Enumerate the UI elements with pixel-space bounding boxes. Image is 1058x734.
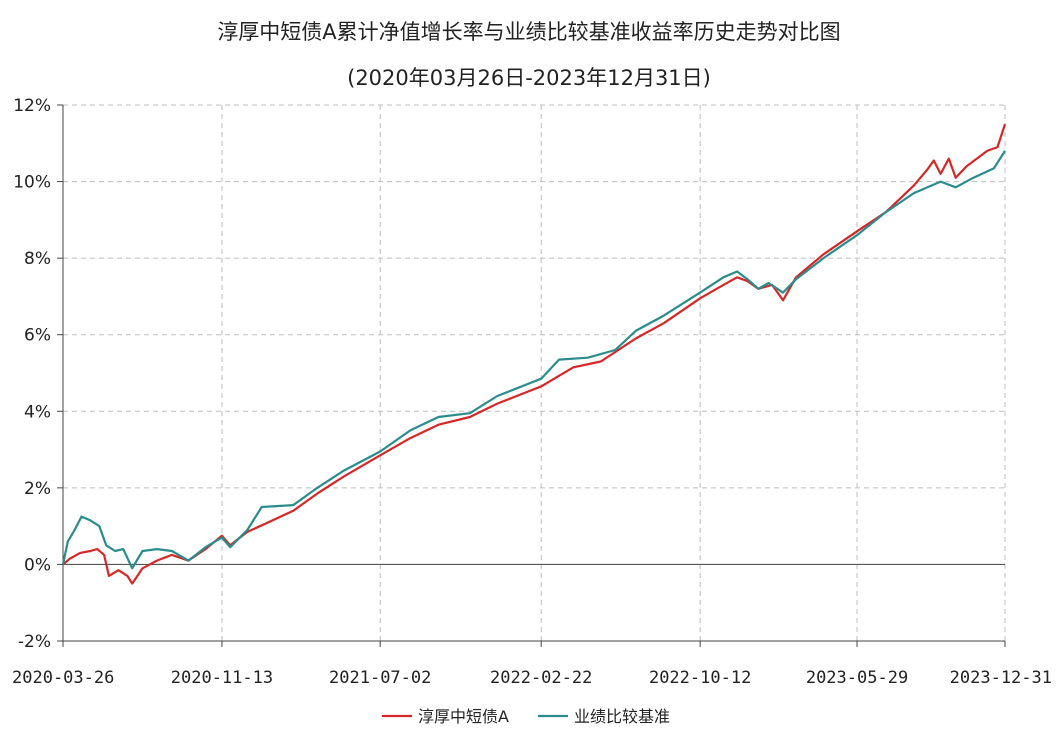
chart-title: 淳厚中短债A累计净值增长率与业绩比较基准收益率历史走势对比图 [217,20,841,44]
x-tick-label: 2022-10-12 [649,668,751,688]
y-tick-label: -2% [18,632,51,652]
y-tick-label: 12% [13,96,51,116]
x-tick-label: 2021-07-02 [329,668,431,688]
y-tick-label: 6% [24,326,51,346]
series-line-2 [61,150,1006,570]
x-tick-label: 2022-02-22 [490,668,592,688]
legend-label: 淳厚中短债A [418,707,509,726]
y-tick-label: 4% [24,402,51,422]
y-tick-label: 2% [24,479,51,499]
x-tick-label: 2020-03-26 [12,668,114,688]
x-tick-label: 2020-11-13 [171,668,273,688]
y-tick-label: 10% [13,173,51,193]
legend-label: 业绩比较基准 [574,707,670,726]
y-tick-label: 8% [24,249,51,269]
series-lines [61,123,1007,585]
series-line-1 [62,123,1007,585]
y-tick-label: 0% [24,555,51,575]
chart-subtitle: (2020年03月26日-2023年12月31日) [347,66,711,90]
legend: 淳厚中短债A 业绩比较基准 [382,707,670,726]
grid-lines [63,104,1006,642]
x-tick-label: 2023-05-29 [806,668,908,688]
x-tick-label: 2023-12-31 [950,668,1052,688]
axes: -2% 0% 2% 4% 6% 8% 10% 12% 2020-03-26 2020-11-13 2… [12,96,1052,688]
